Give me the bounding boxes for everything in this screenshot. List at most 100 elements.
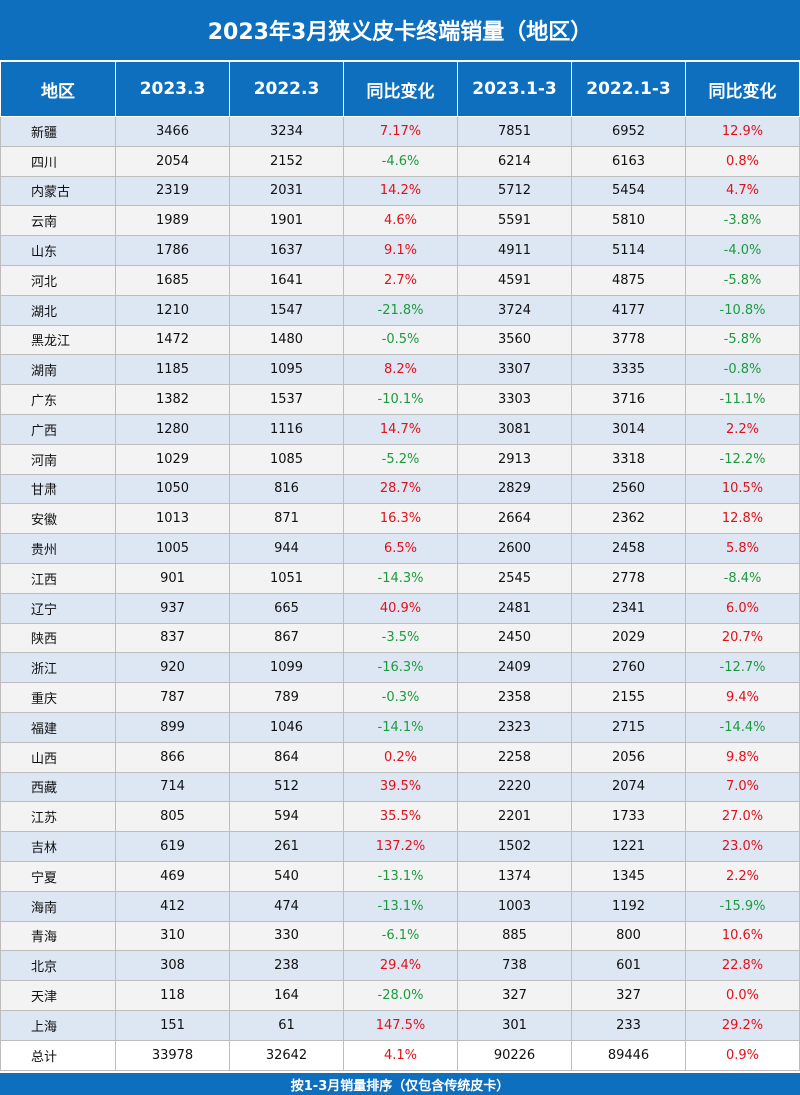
sales-2023-3-cell: 837 — [115, 622, 230, 654]
sales-2022-3-cell: 512 — [229, 771, 344, 803]
sales-2023-3-cell: 1989 — [115, 205, 230, 237]
region-cell: 吉林 — [0, 831, 116, 862]
sales-2022-1-3-cell: 2029 — [571, 622, 686, 654]
sales-2022-1-3-cell: 3716 — [571, 384, 686, 415]
table-row: 内蒙古 2319 2031 14.2% 5712 5454 4.7% — [0, 175, 800, 207]
table-row: 安徽 1013 871 16.3% 2664 2362 12.8% — [0, 503, 800, 535]
sales-2023-3-cell: 1280 — [115, 413, 230, 445]
sales-2023-1-3-cell: 327 — [457, 980, 572, 1011]
sales-2023-3-cell: 1472 — [115, 324, 230, 356]
sales-2022-3-cell: 1051 — [229, 562, 344, 594]
sales-2023-1-3-cell: 7851 — [457, 116, 572, 147]
monthly-change-cell: 28.7% — [343, 473, 458, 505]
monthly-change-cell: -6.1% — [343, 920, 458, 952]
ytd-change-cell: 6.0% — [685, 592, 800, 624]
sales-2023-3-cell: 937 — [115, 592, 230, 624]
sales-2023-3-cell: 308 — [115, 950, 230, 982]
sales-2022-1-3-cell: 4875 — [571, 264, 686, 296]
table-row: 湖南 1185 1095 8.2% 3307 3335 -0.8% — [0, 354, 800, 386]
sales-2022-1-3-cell: 4177 — [571, 294, 686, 326]
sales-2022-1-3-cell: 2458 — [571, 533, 686, 564]
region-cell: 西藏 — [0, 771, 116, 803]
ytd-change-cell: -15.9% — [685, 890, 800, 922]
table-row: 云南 1989 1901 4.6% 5591 5810 -3.8% — [0, 205, 800, 237]
ytd-change-cell: -12.2% — [685, 443, 800, 475]
ytd-change-cell: 2.2% — [685, 413, 800, 445]
sales-2023-1-3-cell: 301 — [457, 1009, 572, 1041]
region-cell: 天津 — [0, 980, 116, 1011]
ytd-change-cell: -5.8% — [685, 264, 800, 296]
sales-2023-1-3-cell: 4591 — [457, 264, 572, 296]
monthly-change-cell: 40.9% — [343, 592, 458, 624]
table-row: 山西 866 864 0.2% 2258 2056 9.8% — [0, 741, 800, 773]
monthly-change-cell: -21.8% — [343, 294, 458, 326]
ytd-change-cell: 7.0% — [685, 771, 800, 803]
monthly-change-cell: -4.6% — [343, 145, 458, 177]
sales-table: 地区 2023.3 2022.3 同比变化 2023.1-3 2022.1-3 … — [0, 61, 800, 1071]
sales-2022-3-cell: 238 — [229, 950, 344, 982]
ytd-change-cell: 22.8% — [685, 950, 800, 982]
sales-2023-3-cell: 1210 — [115, 294, 230, 326]
sales-2022-3-cell: 1046 — [229, 711, 344, 743]
table-row: 海南 412 474 -13.1% 1003 1192 -15.9% — [0, 890, 800, 922]
region-cell: 陕西 — [0, 622, 116, 654]
monthly-change-cell: 35.5% — [343, 801, 458, 833]
monthly-change-cell: 147.5% — [343, 1009, 458, 1041]
sales-2023-1-3-cell: 5591 — [457, 205, 572, 237]
ytd-change-cell: 27.0% — [685, 801, 800, 833]
region-cell: 湖南 — [0, 354, 116, 386]
monthly-change-cell: -3.5% — [343, 622, 458, 654]
sales-2022-3-cell: 2152 — [229, 145, 344, 177]
region-cell: 安徽 — [0, 503, 116, 535]
table-row: 湖北 1210 1547 -21.8% 3724 4177 -10.8% — [0, 294, 800, 326]
sales-2023-3-cell: 1029 — [115, 443, 230, 475]
sales-2023-3-cell: 310 — [115, 920, 230, 952]
table-row: 宁夏 469 540 -13.1% 1374 1345 2.2% — [0, 860, 800, 892]
monthly-change-cell: -5.2% — [343, 443, 458, 475]
ytd-change-cell: 9.8% — [685, 741, 800, 773]
sales-2023-3-cell: 469 — [115, 860, 230, 892]
sales-2023-3-cell: 118 — [115, 980, 230, 1011]
region-cell: 广西 — [0, 413, 116, 445]
sales-2022-3-cell: 330 — [229, 920, 344, 952]
sales-2022-3-cell: 261 — [229, 831, 344, 862]
sales-2022-3-cell: 164 — [229, 980, 344, 1011]
region-cell: 上海 — [0, 1009, 116, 1041]
sales-2023-1-3-cell: 4911 — [457, 235, 572, 266]
table-row: 陕西 837 867 -3.5% 2450 2029 20.7% — [0, 622, 800, 654]
sales-2023-3-cell: 920 — [115, 652, 230, 684]
sales-2023-1-3-cell: 5712 — [457, 175, 572, 207]
ytd-change-cell: 23.0% — [685, 831, 800, 862]
sales-2023-1-3-cell: 2450 — [457, 622, 572, 654]
region-cell: 山西 — [0, 741, 116, 773]
sales-2023-1-3-cell: 2664 — [457, 503, 572, 535]
table-row: 北京 308 238 29.4% 738 601 22.8% — [0, 950, 800, 982]
ytd-change-cell: 10.6% — [685, 920, 800, 952]
ytd-change-cell: 12.9% — [685, 116, 800, 147]
sales-2022-1-3-cell: 800 — [571, 920, 686, 952]
sales-2023-3-cell: 1382 — [115, 384, 230, 415]
sales-2023-3-cell: 412 — [115, 890, 230, 922]
footer-note: 按1-3月销量排序（仅包含传统皮卡） — [0, 1073, 800, 1095]
ytd-change-cell: 2.2% — [685, 860, 800, 892]
sales-2022-1-3-cell: 2778 — [571, 562, 686, 594]
sales-2022-1-3-cell: 5454 — [571, 175, 686, 207]
sales-2022-3-cell: 1480 — [229, 324, 344, 356]
sales-2023-1-3-cell: 2409 — [457, 652, 572, 684]
region-cell: 河北 — [0, 264, 116, 296]
sales-2023-1-3-cell: 2600 — [457, 533, 572, 564]
monthly-change-cell: 14.7% — [343, 413, 458, 445]
table-row: 重庆 787 789 -0.3% 2358 2155 9.4% — [0, 682, 800, 713]
ytd-change-cell: 12.8% — [685, 503, 800, 535]
sales-2022-3-cell: 594 — [229, 801, 344, 833]
sales-2023-1-3-cell: 2481 — [457, 592, 572, 624]
monthly-change-cell: 6.5% — [343, 533, 458, 564]
ytd-change-cell: -10.8% — [685, 294, 800, 326]
sales-2023-1-3-cell: 2913 — [457, 443, 572, 475]
sales-2022-3-cell: 61 — [229, 1009, 344, 1041]
sales-2023-3-cell: 805 — [115, 801, 230, 833]
sales-2023-3-cell: 1185 — [115, 354, 230, 386]
table-row: 青海 310 330 -6.1% 885 800 10.6% — [0, 920, 800, 952]
sales-2022-3-cell: 540 — [229, 860, 344, 892]
